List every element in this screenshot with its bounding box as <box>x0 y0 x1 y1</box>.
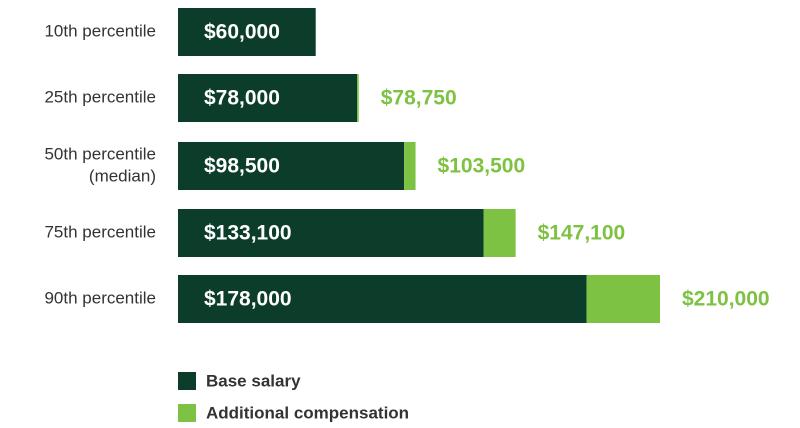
category-label: 75th percentile <box>44 222 156 241</box>
category-label: 25th percentile <box>44 87 156 106</box>
legend-label: Additional compensation <box>206 403 409 422</box>
bar-value-label: $133,100 <box>204 222 292 245</box>
legend-label: Base salary <box>206 371 301 390</box>
bar-value-label: $98,500 <box>204 155 280 178</box>
category-label: (median) <box>89 166 156 185</box>
category-label: 50th percentile <box>44 144 156 163</box>
legend-swatch <box>178 404 196 422</box>
bar-segment <box>404 142 416 190</box>
bar-segment <box>483 209 516 257</box>
total-label: $210,000 <box>682 288 770 311</box>
total-label: $78,750 <box>381 87 457 110</box>
bar-segment <box>178 209 484 257</box>
category-label: 10th percentile <box>44 21 156 40</box>
total-label: $147,100 <box>538 222 626 245</box>
total-label: $103,500 <box>438 155 526 178</box>
bar-segment <box>178 74 358 122</box>
bar-segment <box>178 275 587 323</box>
bar-segment <box>178 8 316 56</box>
bar-value-label: $60,000 <box>204 21 280 44</box>
bar-segment <box>357 74 359 122</box>
bar-segment <box>178 142 405 190</box>
bar-value-label: $78,000 <box>204 87 280 110</box>
category-label: 90th percentile <box>44 288 156 307</box>
bar-value-label: $178,000 <box>204 288 292 311</box>
bar-segment <box>586 275 660 323</box>
legend-swatch <box>178 372 196 390</box>
